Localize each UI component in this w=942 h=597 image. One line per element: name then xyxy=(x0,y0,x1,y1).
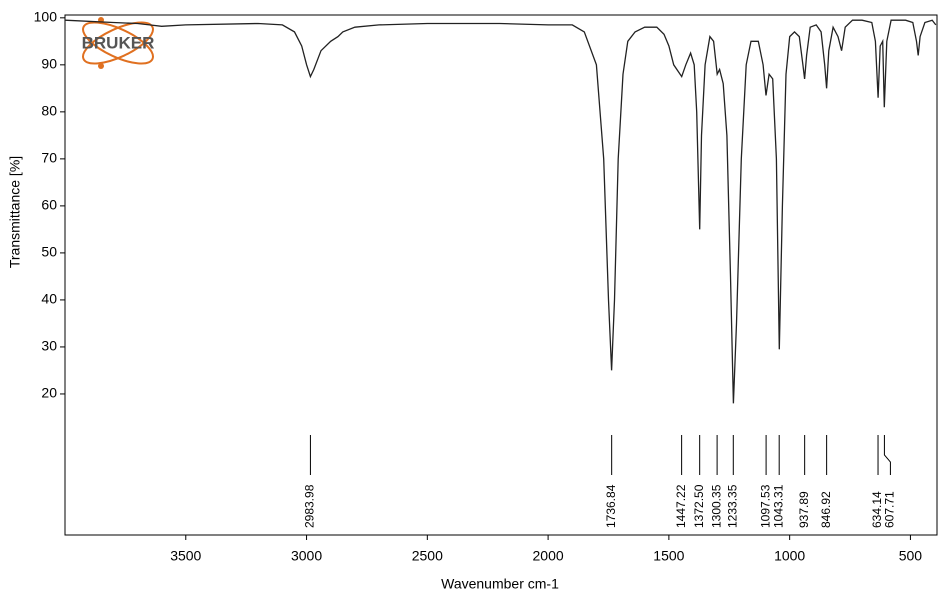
y-tick-label: 80 xyxy=(41,103,57,119)
y-tick-label: 100 xyxy=(34,9,58,25)
y-tick-label: 30 xyxy=(41,338,57,354)
spectrum-line xyxy=(64,19,937,404)
x-tick-label: 2000 xyxy=(533,548,564,564)
peak-label: 937.89 xyxy=(797,491,811,528)
peak-label: 2983.98 xyxy=(303,484,317,528)
y-tick-label: 20 xyxy=(41,385,57,401)
peak-label: 1300.35 xyxy=(709,484,723,528)
peak-label: 1043.31 xyxy=(771,484,785,528)
peak-label: 1447.22 xyxy=(674,484,688,528)
y-tick-label: 90 xyxy=(41,56,57,72)
logo-text: BRUKER xyxy=(82,33,155,52)
x-tick-label: 1000 xyxy=(774,548,805,564)
y-tick-label: 40 xyxy=(41,291,57,307)
peak-label: 1097.53 xyxy=(758,484,772,528)
y-tick-label: 60 xyxy=(41,197,57,213)
logo: BRUKER xyxy=(82,17,155,69)
peak-label: 1372.50 xyxy=(692,484,706,528)
x-tick-label: 3500 xyxy=(170,548,201,564)
y-tick-label: 70 xyxy=(41,150,57,166)
x-axis-label: Wavenumber cm-1 xyxy=(441,576,559,592)
y-axis-label: Transmittance [%] xyxy=(7,156,23,268)
x-tick-label: 1500 xyxy=(653,548,684,564)
peak-label: 846.92 xyxy=(819,491,833,528)
x-tick-label: 2500 xyxy=(412,548,443,564)
peak-label: 634.14 xyxy=(870,491,884,528)
peak-label: 607.71 xyxy=(883,491,897,528)
peak-label: 1736.84 xyxy=(604,484,618,528)
x-tick-label: 500 xyxy=(899,548,923,564)
peak-label: 1233.35 xyxy=(725,484,739,528)
peak-marker xyxy=(883,435,891,475)
y-tick-label: 50 xyxy=(41,244,57,260)
plot-frame xyxy=(64,14,938,536)
x-tick-label: 3000 xyxy=(291,548,322,564)
